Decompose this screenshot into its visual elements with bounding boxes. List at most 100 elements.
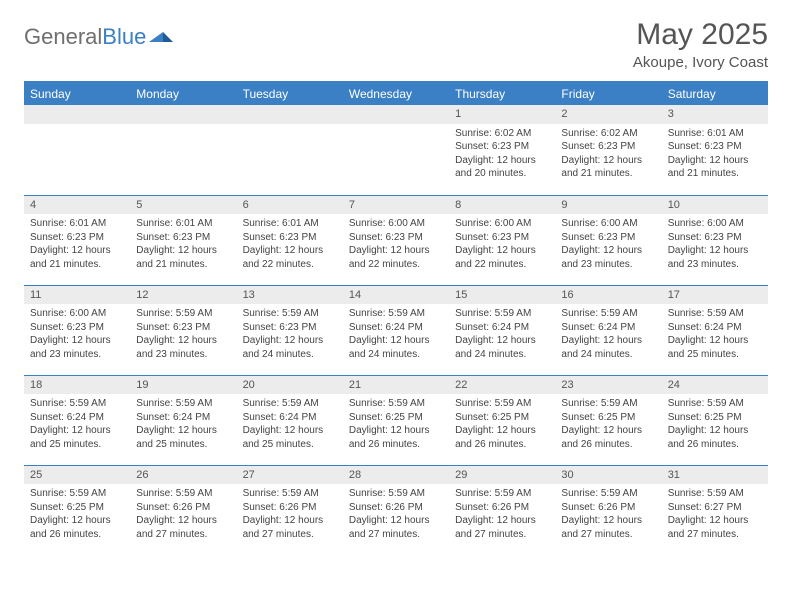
day-number: 22: [449, 376, 555, 395]
day-number: 15: [449, 286, 555, 305]
daylight-line: Daylight: 12 hours and 24 minutes.: [349, 334, 443, 361]
logo-text: GeneralBlue: [24, 24, 146, 50]
day-number: 18: [24, 376, 130, 395]
day-number: 28: [343, 466, 449, 485]
daylight-line: Daylight: 12 hours and 26 minutes.: [455, 424, 549, 451]
calendar-day-cell: [343, 105, 449, 195]
sunrise-line: Sunrise: 6:02 AM: [561, 127, 655, 141]
sunrise-line: Sunrise: 5:59 AM: [136, 397, 230, 411]
day-header: Thursday: [449, 82, 555, 105]
calendar-day-cell: [237, 105, 343, 195]
calendar-day-cell: 14Sunrise: 5:59 AMSunset: 6:24 PMDayligh…: [343, 285, 449, 375]
sunrise-line: Sunrise: 5:59 AM: [243, 487, 337, 501]
day-number: 27: [237, 466, 343, 485]
day-number: 6: [237, 196, 343, 215]
sunset-line: Sunset: 6:24 PM: [561, 321, 655, 335]
sunrise-line: Sunrise: 5:59 AM: [30, 487, 124, 501]
calendar-day-cell: 13Sunrise: 5:59 AMSunset: 6:23 PMDayligh…: [237, 285, 343, 375]
day-number: 9: [555, 196, 661, 215]
sunrise-line: Sunrise: 5:59 AM: [349, 307, 443, 321]
sunset-line: Sunset: 6:26 PM: [455, 501, 549, 515]
sunset-line: Sunset: 6:23 PM: [243, 231, 337, 245]
calendar-day-cell: 20Sunrise: 5:59 AMSunset: 6:24 PMDayligh…: [237, 375, 343, 465]
daylight-line: Daylight: 12 hours and 27 minutes.: [455, 514, 549, 541]
sunset-line: Sunset: 6:24 PM: [668, 321, 762, 335]
daylight-line: Daylight: 12 hours and 27 minutes.: [136, 514, 230, 541]
sunset-line: Sunset: 6:24 PM: [136, 411, 230, 425]
calendar-day-cell: 29Sunrise: 5:59 AMSunset: 6:26 PMDayligh…: [449, 465, 555, 555]
day-content: Sunrise: 5:59 AMSunset: 6:24 PMDaylight:…: [662, 307, 768, 361]
logo: GeneralBlue: [24, 24, 173, 50]
calendar-day-cell: 25Sunrise: 5:59 AMSunset: 6:25 PMDayligh…: [24, 465, 130, 555]
calendar-day-cell: 17 Sunrise: 5:59 AMSunset: 6:24 PMDayligh…: [662, 285, 768, 375]
day-content: Sunrise: 5:59 AMSunset: 6:24 PMDaylight:…: [237, 397, 343, 451]
day-content: Sunrise: 6:01 AMSunset: 6:23 PMDaylight:…: [24, 217, 130, 271]
sunset-line: Sunset: 6:23 PM: [30, 321, 124, 335]
day-number: 17: [662, 286, 768, 305]
calendar-week-row: 4Sunrise: 6:01 AMSunset: 6:23 PMDaylight…: [24, 195, 768, 285]
daylight-line: Daylight: 12 hours and 22 minutes.: [349, 244, 443, 271]
sunrise-line: Sunrise: 6:01 AM: [243, 217, 337, 231]
day-number: 11: [24, 286, 130, 305]
calendar-week-row: 1Sunrise: 6:02 AMSunset: 6:23 PMDaylight…: [24, 105, 768, 195]
daylight-line: Daylight: 12 hours and 24 minutes.: [455, 334, 549, 361]
sunset-line: Sunset: 6:26 PM: [349, 501, 443, 515]
calendar-day-cell: 24Sunrise: 5:59 AMSunset: 6:25 PMDayligh…: [662, 375, 768, 465]
sunrise-line: Sunrise: 6:00 AM: [668, 217, 762, 231]
sunset-line: Sunset: 6:23 PM: [455, 231, 549, 245]
page-title: May 2025: [633, 18, 768, 52]
day-number: 21: [343, 376, 449, 395]
logo-word2: Blue: [102, 24, 146, 49]
calendar-day-cell: 9 Sunrise: 6:00 AMSunset: 6:23 PMDaylight…: [555, 195, 661, 285]
calendar-week-row: 18Sunrise: 5:59 AMSunset: 6:24 PMDayligh…: [24, 375, 768, 465]
calendar-day-cell: 19Sunrise: 5:59 AMSunset: 6:24 PMDayligh…: [130, 375, 236, 465]
day-content: Sunrise: 5:59 AMSunset: 6:26 PMDaylight:…: [343, 487, 449, 541]
day-content: Sunrise: 5:59 AMSunset: 6:23 PMDaylight:…: [130, 307, 236, 361]
calendar-day-cell: 28 Sunrise: 5:59 AMSunset: 6:26 PMDayligh…: [343, 465, 449, 555]
daylight-line: Daylight: 12 hours and 26 minutes.: [349, 424, 443, 451]
calendar-day-cell: [24, 105, 130, 195]
day-number: 1: [449, 105, 555, 124]
daylight-line: Daylight: 12 hours and 27 minutes.: [668, 514, 762, 541]
daylight-line: Daylight: 12 hours and 27 minutes.: [243, 514, 337, 541]
daylight-line: Daylight: 12 hours and 21 minutes.: [136, 244, 230, 271]
calendar-day-cell: 27Sunrise: 5:59 AMSunset: 6:26 PMDayligh…: [237, 465, 343, 555]
sunset-line: Sunset: 6:26 PM: [561, 501, 655, 515]
calendar-day-cell: 3Sunrise: 6:01 AMSunset: 6:23 PMDaylight…: [662, 105, 768, 195]
sunset-line: Sunset: 6:25 PM: [30, 501, 124, 515]
calendar-day-cell: 23 Sunrise: 5:59 AMSunset: 6:25 PMDayligh…: [555, 375, 661, 465]
sunrise-line: Sunrise: 5:59 AM: [136, 307, 230, 321]
daylight-line: Daylight: 12 hours and 24 minutes.: [243, 334, 337, 361]
day-content: Sunrise: 5:59 AMSunset: 6:24 PMDaylight:…: [449, 307, 555, 361]
day-number-bar-empty: [24, 105, 130, 124]
day-number: 8: [449, 196, 555, 215]
sunset-line: Sunset: 6:24 PM: [243, 411, 337, 425]
day-number: 10: [662, 196, 768, 215]
day-number: 16: [555, 286, 661, 305]
day-content: Sunrise: 5:59 AMSunset: 6:24 PMDaylight:…: [130, 397, 236, 451]
sunrise-line: Sunrise: 6:00 AM: [30, 307, 124, 321]
sunset-line: Sunset: 6:23 PM: [561, 231, 655, 245]
calendar-week-row: 11Sunrise: 6:00 AMSunset: 6:23 PMDayligh…: [24, 285, 768, 375]
calendar-week-row: 25Sunrise: 5:59 AMSunset: 6:25 PMDayligh…: [24, 465, 768, 555]
day-content: Sunrise: 5:59 AMSunset: 6:25 PMDaylight:…: [555, 397, 661, 451]
day-number: 31: [662, 466, 768, 485]
day-content: Sunrise: 6:00 AMSunset: 6:23 PMDaylight:…: [555, 217, 661, 271]
day-number-bar-empty: [343, 105, 449, 124]
sunrise-line: Sunrise: 5:59 AM: [349, 397, 443, 411]
calendar-day-cell: 1Sunrise: 6:02 AMSunset: 6:23 PMDaylight…: [449, 105, 555, 195]
sunset-line: Sunset: 6:23 PM: [136, 231, 230, 245]
day-content: Sunrise: 5:59 AMSunset: 6:25 PMDaylight:…: [343, 397, 449, 451]
day-content: Sunrise: 6:00 AMSunset: 6:23 PMDaylight:…: [24, 307, 130, 361]
day-content: Sunrise: 6:00 AMSunset: 6:23 PMDaylight:…: [662, 217, 768, 271]
day-number: 23: [555, 376, 661, 395]
calendar-day-cell: [130, 105, 236, 195]
calendar-day-cell: 22Sunrise: 5:59 AMSunset: 6:25 PMDayligh…: [449, 375, 555, 465]
page-header: GeneralBlue May 2025 Akoupe, Ivory Coast: [24, 18, 768, 71]
page-subtitle: Akoupe, Ivory Coast: [633, 54, 768, 71]
sunrise-line: Sunrise: 5:59 AM: [136, 487, 230, 501]
title-block: May 2025 Akoupe, Ivory Coast: [633, 18, 768, 71]
sunset-line: Sunset: 6:23 PM: [561, 140, 655, 154]
day-header: Tuesday: [237, 82, 343, 105]
daylight-line: Daylight: 12 hours and 23 minutes.: [30, 334, 124, 361]
